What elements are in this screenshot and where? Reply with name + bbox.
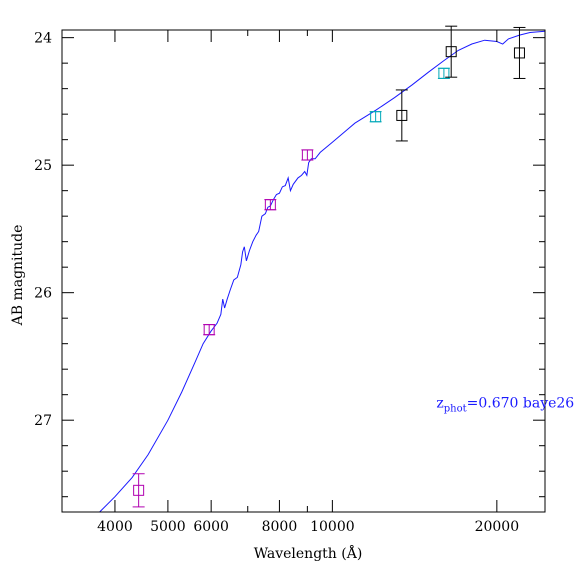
model-sed-curve (99, 30, 546, 513)
y-tick-label: 26 (34, 286, 52, 302)
data-marker (264, 199, 276, 211)
data-marker (301, 149, 313, 161)
data-marker (396, 109, 408, 121)
photometry-point (395, 89, 408, 142)
data-marker (445, 46, 457, 58)
photometry-point (132, 473, 145, 508)
photometry-point (369, 111, 382, 123)
photometry-point (301, 149, 314, 161)
x-tick-label: 8000 (262, 519, 298, 535)
x-tick-label: 6000 (193, 519, 229, 535)
data-marker (438, 67, 450, 79)
y-axis-title: AB magnitude (10, 225, 26, 327)
annotation-z-subscript: phot (444, 403, 467, 414)
x-tick-label: 4000 (97, 519, 133, 535)
photometry-point (437, 67, 450, 79)
photometry-point (445, 25, 458, 78)
y-tick-label: 24 (34, 31, 52, 47)
x-axis-title: Wavelength (Å) (254, 544, 363, 562)
data-marker (513, 47, 525, 59)
annotation-z: z (436, 395, 443, 411)
x-tick-label: 20000 (475, 519, 520, 535)
photometry-point (203, 324, 216, 336)
x-tick-label: 10000 (310, 519, 355, 535)
photometry-point (264, 199, 277, 211)
x-tick-label: 5000 (150, 519, 186, 535)
photometric-redshift-annotation: zphot=0.670 baye26 (436, 395, 574, 414)
y-tick-label: 25 (34, 158, 52, 174)
plot-frame (61, 29, 546, 513)
data-marker (370, 111, 382, 123)
data-marker (133, 484, 145, 496)
annotation-value: =0.670 baye26 (467, 395, 574, 411)
photometry-point (513, 26, 526, 79)
y-tick-label: 27 (34, 413, 52, 429)
data-marker (203, 324, 215, 336)
